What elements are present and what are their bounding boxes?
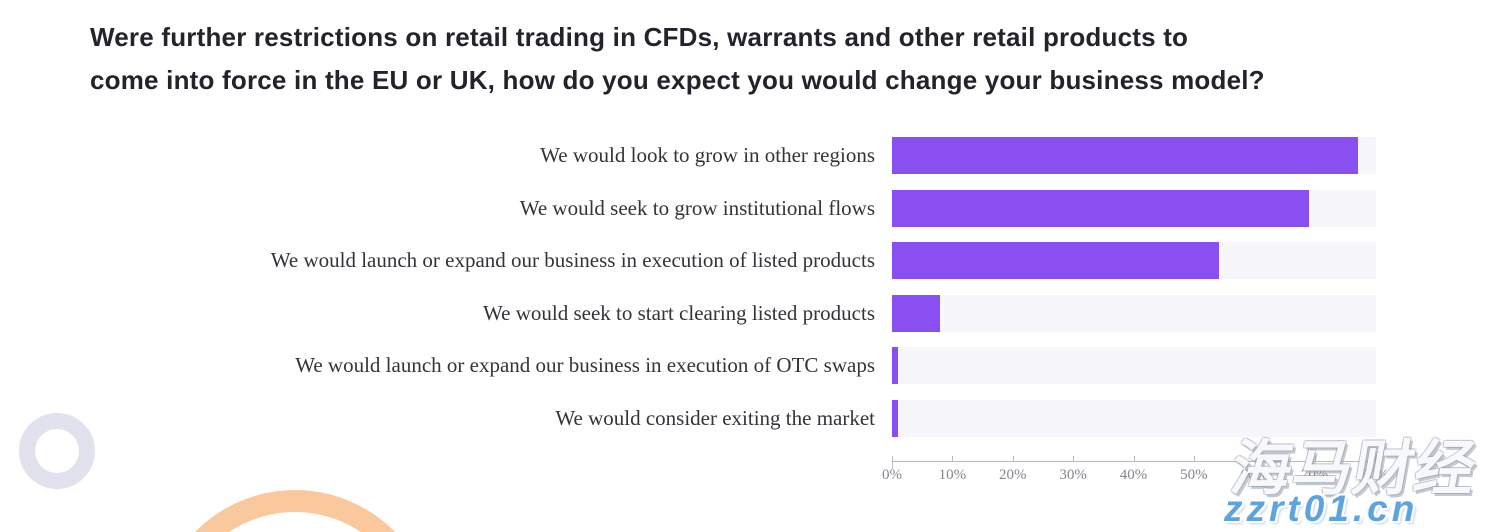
x-tick — [1375, 456, 1376, 462]
bar-row: We would seek to start clearing listed p… — [0, 294, 1376, 332]
x-tick — [1073, 456, 1075, 462]
x-tick-label: 80% — [1361, 467, 1389, 483]
bar-row: We would consider exiting the market — [0, 399, 1376, 437]
bar-track — [892, 137, 1376, 174]
bar-track — [892, 347, 1376, 384]
x-axis: 0% 10% 20% 30% 40% 50% 60% 70% 80% — [882, 455, 1389, 495]
bar-track — [892, 294, 1376, 332]
chart-title-line-1: Were further restrictions on retail trad… — [90, 22, 1189, 52]
bar-row: We would look to grow in other regions — [0, 137, 1376, 174]
bar-segment — [892, 294, 941, 332]
bar-chart: We would look to grow in other regions W… — [0, 137, 1376, 452]
bar-segment — [892, 242, 1219, 279]
bar-segment — [892, 399, 899, 437]
bar-row: We would seek to grow institutional flow… — [0, 189, 1376, 227]
x-tick — [1254, 456, 1256, 462]
bar-category-label: We would launch or expand our business i… — [270, 248, 875, 272]
x-tick-label: 10% — [938, 467, 967, 483]
x-tick — [1012, 456, 1014, 462]
x-tick-label: 70% — [1300, 467, 1329, 483]
x-tick — [952, 456, 954, 462]
x-tick — [1314, 456, 1316, 462]
bar-segment — [892, 347, 899, 384]
bar-category-label: We would consider exiting the market — [555, 405, 875, 430]
bar-track — [892, 189, 1376, 227]
x-tick-label: 40% — [1119, 467, 1148, 483]
decorative-arc-shape — [155, 490, 435, 532]
bar-category-label: We would look to grow in other regions — [540, 143, 875, 167]
x-tick-label: 0% — [882, 467, 902, 483]
bar-track — [892, 242, 1376, 279]
x-tick — [1133, 456, 1135, 462]
x-tick-label: 20% — [999, 467, 1027, 483]
decorative-ring-shape — [19, 413, 95, 489]
bar-segment — [892, 137, 1358, 174]
bar-segment — [892, 189, 1310, 227]
bar-category-label: We would launch or expand our business i… — [295, 353, 875, 377]
bar-category-label: We would seek to start clearing listed p… — [483, 300, 875, 325]
bar-row: We would launch or expand our business i… — [0, 347, 1376, 384]
bar-category-label: We would seek to grow institutional flow… — [519, 195, 875, 220]
x-tick — [892, 456, 893, 469]
x-tick — [1193, 456, 1195, 462]
x-tick-label: 60% — [1240, 467, 1269, 483]
chart-title: Were further restrictions on retail trad… — [90, 16, 1420, 102]
x-tick-label: 30% — [1059, 467, 1087, 483]
bar-row: We would launch or expand our business i… — [0, 242, 1376, 279]
watermark-url-text: zzrt01.cn — [1224, 488, 1419, 529]
chart-title-line-2: come into force in the EU or UK, how do … — [90, 65, 1265, 95]
bar-track — [892, 399, 1376, 437]
x-tick-label: 50% — [1180, 467, 1208, 483]
